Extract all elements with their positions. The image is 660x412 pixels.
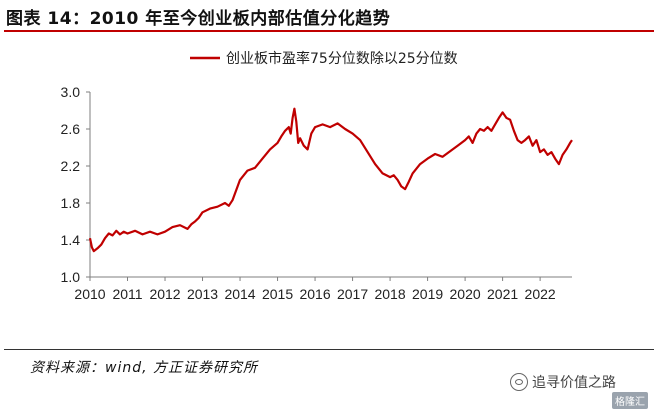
- legend-label: 创业板市盈率75分位数除以25分位数: [226, 50, 458, 67]
- chart-axes: 1.0 1.4 1.8 2.2 2.6 3.0 2010 2011 2012 2013 2014 20…: [61, 84, 572, 302]
- x-tick-label: 2022: [525, 286, 556, 302]
- x-tick-label: 2013: [187, 286, 218, 302]
- title-rule: [4, 30, 654, 32]
- watermark-text: 追寻价值之路: [532, 375, 616, 391]
- wechat-icon: [510, 373, 528, 391]
- y-tick-label: 3.0: [61, 84, 81, 100]
- y-tick-label: 2.6: [61, 121, 81, 137]
- x-tick-label: 2011: [112, 286, 142, 302]
- y-tick-label: 1.0: [61, 269, 81, 285]
- y-tick-label: 1.4: [61, 232, 81, 248]
- series-line: [88, 107, 573, 253]
- x-tick-label: 2017: [337, 286, 368, 302]
- figure-title: 图表 14：2010 年至今创业板内部估值分化趋势: [6, 9, 391, 29]
- source-rule: [4, 349, 654, 350]
- chart-legend: 创业板市盈率75分位数除以25分位数: [190, 50, 458, 67]
- y-tick-label: 1.8: [61, 195, 81, 211]
- x-tick-label: 2015: [262, 286, 293, 302]
- x-tick-label: 2020: [450, 286, 481, 302]
- x-tick-label: 2019: [412, 286, 443, 302]
- x-tick-label: 2021: [487, 286, 518, 302]
- x-tick-label: 2012: [149, 286, 180, 302]
- plot-area: [88, 107, 573, 253]
- x-tick-label: 2018: [374, 286, 405, 302]
- x-tick-label: 2016: [299, 286, 330, 302]
- y-tick-label: 2.2: [61, 158, 81, 174]
- logo-badge: 格隆汇: [612, 392, 648, 409]
- x-tick-label: 2010: [74, 286, 105, 302]
- source-note: 资料来源：wind, 方正证券研究所: [30, 360, 258, 376]
- watermark: 追寻价值之路: [510, 372, 616, 392]
- x-tick-label: 2014: [224, 286, 255, 302]
